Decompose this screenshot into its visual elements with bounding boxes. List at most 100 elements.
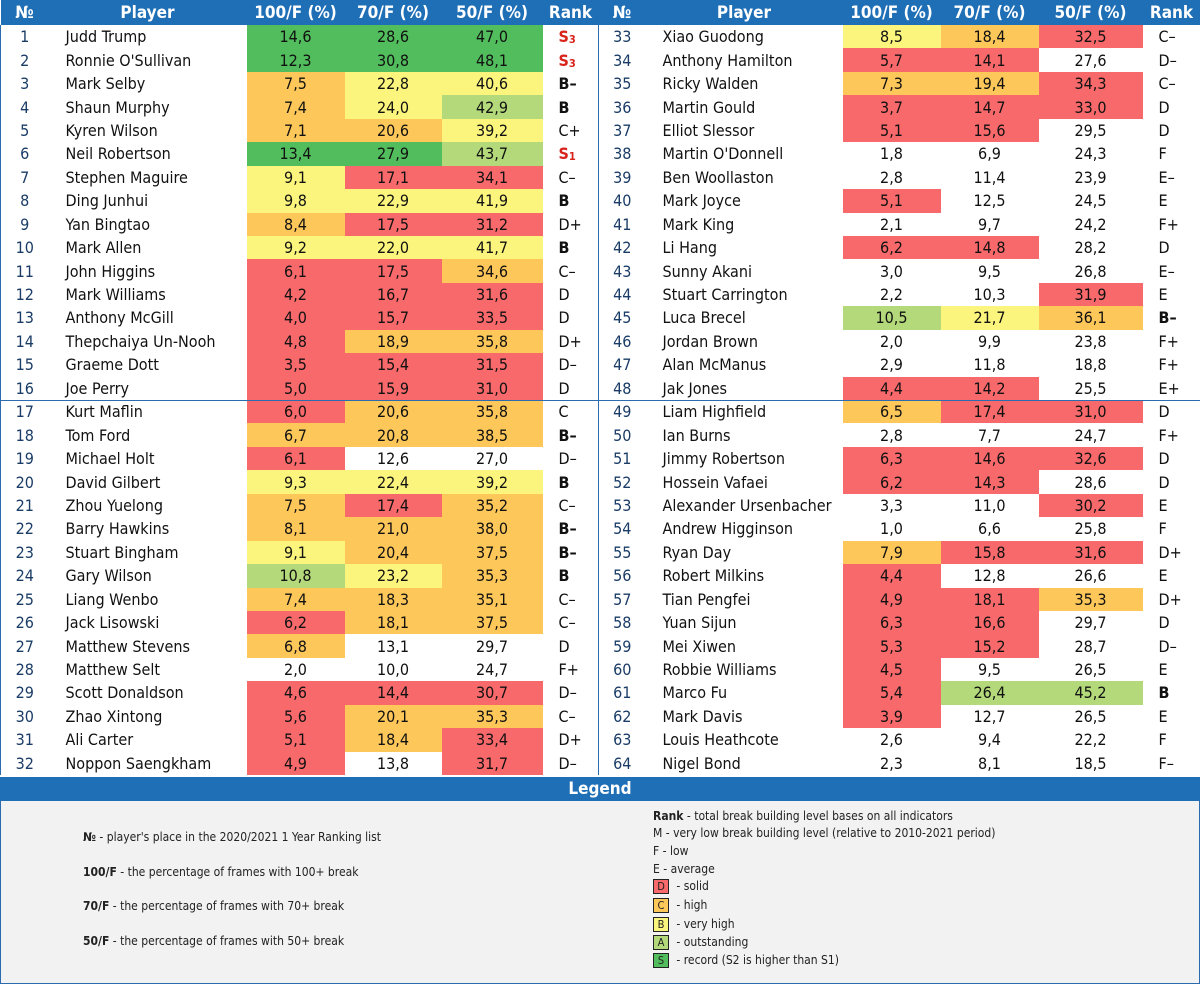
- rank-number: 36: [598, 95, 646, 119]
- player-name: Anthony McGill: [65, 308, 174, 328]
- pct-100f: 7,3: [842, 71, 941, 96]
- rank-value: D–: [558, 449, 577, 469]
- pct-70f: 18,1: [940, 587, 1039, 611]
- pct-100f: 3,7: [842, 95, 941, 119]
- rank-cell: E–: [1142, 259, 1200, 283]
- pct-70f: 14,7: [940, 95, 1039, 119]
- pct-100f: 2,6: [842, 728, 941, 752]
- rank-number: 64: [598, 751, 646, 775]
- rank-cell: C–: [1142, 71, 1200, 96]
- legend-swatch-d: D - solid: [653, 879, 709, 894]
- pct-100f: 14,6: [246, 25, 345, 49]
- rank-number: 49: [598, 399, 646, 424]
- pct-50f: 33,0: [1038, 95, 1143, 119]
- player-name: Mark King: [662, 214, 735, 234]
- pct-100f: 10,8: [246, 564, 345, 588]
- table-row: 4 Shaun Murphy 7,4 24,0 42,9 B 36 Martin Gould 3…: [0, 95, 1200, 119]
- rank-value: D+: [1158, 542, 1182, 562]
- rank-number: 20: [0, 470, 49, 494]
- rank-number: 54: [598, 517, 646, 541]
- pct-70f: 18,9: [344, 329, 442, 354]
- rank-value: D+: [558, 331, 582, 351]
- rank-value: D+: [558, 214, 582, 234]
- rank-number: 13: [0, 306, 49, 330]
- rank-value: S: [558, 144, 569, 164]
- table-row: 15 Graeme Dott 3,5 15,4 31,5 D– 47 Alan McManus…: [0, 353, 1200, 377]
- player-name: Zhao Xintong: [65, 706, 163, 726]
- pct-50f: 25,8: [1038, 517, 1143, 541]
- player-name: Yan Bingtao: [65, 214, 151, 234]
- legend-def-key: 50/F: [83, 934, 110, 948]
- pct-100f: 6,3: [842, 446, 941, 471]
- pct-50f: 31,7: [441, 751, 543, 775]
- rank-value: C–: [1158, 27, 1176, 47]
- pct-70f: 19,4: [940, 71, 1039, 96]
- pct-50f: 26,6: [1038, 564, 1143, 588]
- rank-value: D: [1158, 238, 1170, 258]
- rank-value: B–: [558, 425, 577, 445]
- pct-50f: 31,0: [441, 376, 543, 400]
- rank-value: D–: [558, 753, 577, 773]
- pct-100f: 5,4: [842, 681, 941, 705]
- pct-70f: 16,7: [344, 282, 442, 307]
- rank-value: B–: [558, 542, 577, 562]
- rank-number: 32: [0, 751, 49, 775]
- player-name: Matthew Stevens: [65, 636, 191, 656]
- player-name: Mark Selby: [65, 74, 146, 94]
- rank-value: C–: [558, 589, 576, 609]
- rank-value: E–: [1158, 167, 1175, 187]
- pct-50f: 47,0: [441, 25, 543, 49]
- pct-70f: 22,0: [344, 235, 442, 260]
- rank-cell: E+: [1142, 376, 1200, 400]
- rank-value: D: [558, 285, 570, 305]
- pct-70f: 9,5: [940, 657, 1039, 682]
- rank-number: 44: [598, 282, 646, 307]
- pct-50f: 24,3: [1038, 142, 1143, 166]
- rank-cell: B–: [1142, 306, 1200, 330]
- table-row: 28 Matthew Selt 2,0 10,0 24,7 F+ 60 Robbie Will…: [0, 657, 1200, 682]
- rank-value: C: [558, 402, 569, 422]
- pct-100f: 2,0: [246, 657, 345, 682]
- rank-cell: B–: [543, 72, 599, 95]
- pct-50f: 29,7: [441, 634, 543, 658]
- player-name: Mark Williams: [65, 285, 166, 305]
- legend-def-key: №: [83, 830, 96, 844]
- header-row: № Player 100/F (%) 70/F (%) 50/F (%) Ran…: [0, 0, 1200, 25]
- legend-swatch-s: S - record (S2 is higher than S1): [653, 953, 839, 968]
- legend-swatch-c: C - high: [653, 898, 707, 913]
- rank-value: D: [1158, 402, 1170, 422]
- rank-number: 59: [598, 634, 646, 658]
- table-row: 17 Kurt Maflin 6,0 20,6 35,8 C 49 Liam Highfiel…: [0, 399, 1200, 424]
- pct-100f: 5,1: [842, 189, 941, 213]
- header-70f: 70/F (%): [940, 0, 1039, 25]
- pct-50f: 22,2: [1038, 728, 1143, 752]
- pct-70f: 17,4: [940, 399, 1039, 424]
- player-name: Martin O'Donnell: [662, 144, 784, 164]
- rank-value: D+: [558, 730, 582, 750]
- pct-50f: 35,3: [441, 564, 543, 588]
- rank-value: B–: [558, 519, 577, 539]
- table-row: 13 Anthony McGill 4,0 15,7 33,5 D 45 Luca Brece…: [0, 306, 1200, 330]
- legend-level-text: - average: [659, 862, 715, 876]
- rank-value: B: [1158, 683, 1170, 703]
- pct-100f: 9,3: [246, 470, 345, 494]
- rank-cell: S3: [543, 48, 599, 71]
- pct-50f: 35,2: [441, 493, 543, 518]
- rank-value: E+: [1158, 378, 1180, 398]
- pct-100f: 7,4: [246, 587, 345, 611]
- rank-value: F: [1158, 730, 1167, 750]
- pct-70f: 13,1: [344, 634, 442, 658]
- rank-value: D–: [1158, 636, 1177, 656]
- pct-50f: 28,6: [1038, 470, 1143, 494]
- pct-100f: 2,8: [842, 423, 941, 447]
- rank-value: F: [1158, 144, 1167, 164]
- player-name: Gary Wilson: [65, 566, 152, 586]
- rank-number: 16: [0, 376, 49, 400]
- rank-cell: D: [1142, 95, 1200, 119]
- legend-def-text: - player's place in the 2020/2021 1 Year…: [96, 830, 381, 844]
- header-rank: Rank: [1142, 0, 1200, 25]
- player-name: Barry Hawkins: [65, 519, 170, 539]
- pct-70f: 10,0: [344, 657, 442, 682]
- rank-value: C–: [558, 495, 576, 515]
- rank-number: 52: [598, 470, 646, 494]
